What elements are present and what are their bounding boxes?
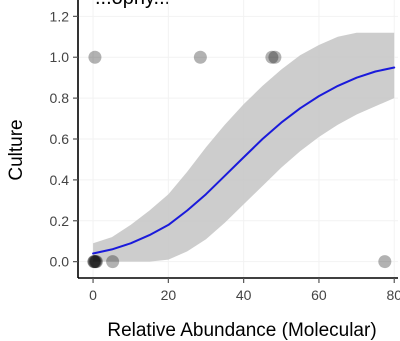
x-tick-label-2: 40 bbox=[236, 287, 252, 303]
fit-line-layer bbox=[92, 66, 396, 255]
x-tick-label-0: 0 bbox=[89, 287, 97, 303]
data-point-7 bbox=[88, 50, 102, 64]
x-tick-labels: 0 20 40 60 80 bbox=[89, 287, 400, 303]
data-point-10 bbox=[268, 50, 282, 64]
ci-band-layer bbox=[93, 32, 395, 262]
data-point-3 bbox=[89, 255, 103, 269]
x-axis-title: Relative Abundance (Molecular) bbox=[107, 320, 376, 341]
x-tick-label-1: 20 bbox=[161, 287, 177, 303]
data-point-5 bbox=[106, 255, 120, 269]
confidence-band bbox=[93, 32, 395, 262]
x-tick-label-4: 80 bbox=[386, 287, 400, 303]
y-tick-label-1: 0.2 bbox=[50, 213, 70, 229]
y-tick-labels: 0.0 0.2 0.4 0.6 0.8 1.0 1.2 bbox=[50, 8, 70, 269]
fit-line bbox=[92, 66, 396, 255]
y-axis-title: Culture bbox=[6, 119, 27, 180]
data-point-0 bbox=[87, 255, 101, 269]
y-tick-label-2: 0.4 bbox=[50, 172, 70, 188]
data-point-8 bbox=[193, 50, 207, 64]
chart-title: ...ophy... bbox=[95, 0, 170, 9]
y-tick-label-4: 0.8 bbox=[50, 90, 70, 106]
y-tick-label-5: 1.0 bbox=[50, 49, 70, 65]
data-point-4 bbox=[87, 255, 101, 269]
x-tick-label-3: 60 bbox=[311, 287, 327, 303]
data-point-1 bbox=[88, 255, 102, 269]
y-tick-label-6: 1.2 bbox=[50, 8, 70, 24]
data-point-9 bbox=[265, 50, 279, 64]
data-point-2 bbox=[89, 255, 103, 269]
y-tick-label-3: 0.6 bbox=[50, 131, 70, 147]
points-layer bbox=[87, 50, 392, 269]
axes-layer bbox=[73, 0, 398, 283]
y-tick-label-0: 0.0 bbox=[50, 254, 70, 270]
data-point-6 bbox=[378, 255, 392, 269]
